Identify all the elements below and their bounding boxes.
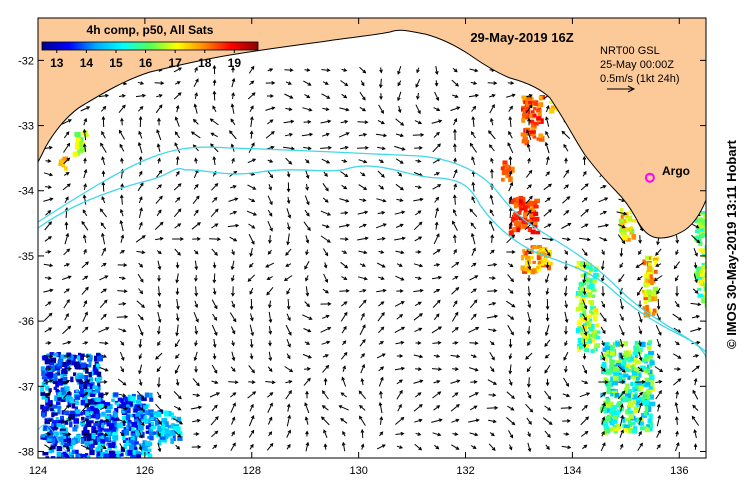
argo-float-marker xyxy=(644,172,655,183)
y-tick-label: -33 xyxy=(18,121,34,133)
x-tick-label: 134 xyxy=(563,465,581,477)
land-australia xyxy=(38,18,706,239)
argo-label: Argo xyxy=(662,164,690,178)
map-title: 29-May-2019 16Z xyxy=(470,30,573,45)
colorbar-tick-label: 19 xyxy=(228,56,242,70)
coastal-contour xyxy=(38,424,73,458)
sst-composite-label: 4h comp, p50, All Sats xyxy=(87,23,214,37)
y-tick-label: -37 xyxy=(18,381,34,393)
y-tick-label: -35 xyxy=(18,251,34,263)
colorbar-gradient xyxy=(41,41,259,51)
x-tick-label: 136 xyxy=(670,465,688,477)
x-tick-label: 126 xyxy=(136,465,154,477)
longitude-axis: 124 126 128 130 132 134 136 xyxy=(29,18,688,477)
current-vectors xyxy=(42,64,702,453)
colorbar-tick-label: 17 xyxy=(168,56,182,70)
x-tick-label: 124 xyxy=(29,465,47,477)
colorbar-tick-label: 16 xyxy=(139,56,153,70)
x-tick-label: 132 xyxy=(456,465,474,477)
colorbar-tick-label: 18 xyxy=(198,56,212,70)
y-tick-label: -38 xyxy=(18,446,34,458)
colorbar-tick-label: 14 xyxy=(80,56,94,70)
latitude-axis: -32 -33 -34 -35 -36 -37 -38 xyxy=(18,55,706,458)
y-tick-label: -32 xyxy=(18,55,34,67)
map-plot-area xyxy=(37,17,707,459)
current-scale-arrow-icon xyxy=(607,85,636,93)
shelf-contour-outer xyxy=(38,165,706,353)
colorbar-tick-label: 13 xyxy=(50,56,64,70)
x-tick-label: 128 xyxy=(243,465,261,477)
current-date-label: 25-May 00:00Z xyxy=(600,59,674,71)
shelf-contour-inner xyxy=(38,146,706,359)
colorbar-tick-label: 15 xyxy=(109,56,123,70)
y-tick-label: -34 xyxy=(18,186,34,198)
imos-credit: © IMOS 30-May-2019 13:11 Hobart xyxy=(723,139,739,349)
sst-colorbar: 13 14 15 16 17 18 19 xyxy=(41,41,259,70)
current-source-label: NRT00 GSL xyxy=(600,45,660,57)
x-tick-label: 130 xyxy=(349,465,367,477)
current-scale-label: 0.5m/s (1kt 24h) xyxy=(600,73,679,85)
y-tick-label: -36 xyxy=(18,316,34,328)
